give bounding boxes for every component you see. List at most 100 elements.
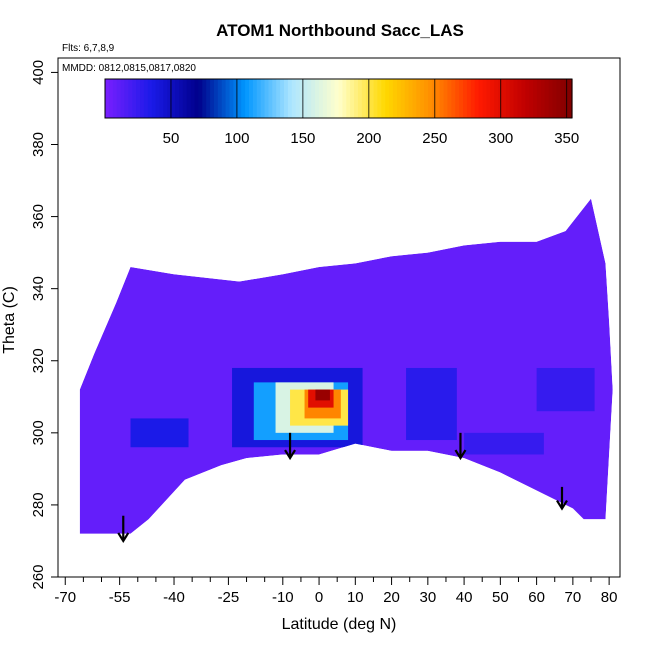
colorbar-frame	[104, 78, 573, 119]
colorbar-swatch	[369, 79, 375, 118]
colorbar-swatch	[221, 79, 227, 118]
colorbar-swatch	[338, 79, 343, 118]
colorbar-swatch	[463, 79, 468, 118]
colorbar-swatch	[517, 79, 523, 118]
x-tick-label: -25	[218, 589, 240, 606]
colorbar-swatch	[136, 79, 141, 118]
colorbar-swatch	[424, 79, 429, 118]
colorbar-swatch	[548, 79, 554, 118]
colorbar-swatch	[319, 79, 324, 118]
colorbar-swatch	[272, 79, 277, 118]
colorbar-swatch	[443, 79, 449, 118]
flights-note: Flts: 6,7,8,9	[62, 43, 115, 54]
colorbar-swatch	[256, 79, 262, 118]
colorbar-swatch	[299, 79, 305, 118]
colorbar-swatch	[264, 79, 270, 118]
colorbar-swatch	[147, 79, 153, 118]
colorbar-swatch	[455, 79, 460, 118]
data-clip-group	[79, 198, 613, 534]
colorbar-swatch	[540, 79, 546, 118]
colorbar-swatch	[287, 79, 293, 118]
x-tick-label: -55	[109, 589, 131, 606]
colorbar-swatch	[361, 79, 367, 118]
colorbar-tick-label: 200	[356, 130, 381, 147]
colorbar-swatch	[307, 79, 312, 118]
colorbar-tick-label: 50	[163, 130, 180, 147]
colorbar-swatch	[505, 79, 511, 118]
colorbar-swatch	[163, 79, 168, 118]
colorbar-swatch	[556, 79, 561, 118]
colorbar-swatch	[536, 79, 542, 118]
colorbar-swatch	[521, 79, 526, 118]
colorbar-swatch	[315, 79, 320, 118]
colorbar-swatch	[171, 79, 176, 118]
colorbar-swatch	[105, 79, 110, 118]
colorbar-swatch	[373, 79, 379, 118]
x-tick-label: 10	[347, 589, 364, 606]
colorbar-swatch	[210, 79, 215, 118]
colorbar-swatch	[190, 79, 196, 118]
colorbar-swatch	[268, 79, 273, 118]
colorbar-swatch	[206, 79, 211, 118]
colorbar-swatch	[229, 79, 235, 118]
colorbar-swatch	[365, 79, 371, 118]
colorbar-swatch	[202, 79, 207, 118]
colorbar-swatch	[330, 79, 336, 118]
arrow-head	[117, 532, 130, 544]
colorbar-swatch	[326, 79, 332, 118]
colorbar-swatch	[381, 79, 386, 118]
colorbar-swatch	[478, 79, 484, 118]
colorbar-swatch	[225, 79, 231, 118]
x-tick-label: 60	[528, 589, 545, 606]
colorbar-swatch	[128, 79, 133, 118]
dates-note: MMDD: 0812,0815,0817,0820	[62, 63, 196, 74]
colorbar-swatch	[159, 79, 164, 118]
colorbar-swatch	[447, 79, 452, 118]
x-tick-label: -70	[54, 589, 76, 606]
colorbar-tick-label: 250	[422, 130, 447, 147]
colorbar-swatch	[245, 79, 250, 118]
colorbar-swatch	[182, 79, 188, 118]
colorbar-swatch	[357, 79, 363, 118]
colorbar-swatch	[311, 79, 316, 118]
colorbar-swatch	[124, 79, 129, 118]
colorbar-swatch	[291, 79, 297, 118]
colorbar-swatch	[186, 79, 192, 118]
colorbar-swatch	[120, 79, 126, 118]
colorbar-swatch	[213, 79, 219, 118]
heat-cell-2	[406, 367, 457, 441]
colorbar-swatch	[248, 79, 254, 118]
colorbar-swatch	[396, 79, 402, 118]
colorbar-swatch	[509, 79, 515, 118]
colorbar-swatch	[167, 79, 172, 118]
colorbar-swatch	[346, 79, 351, 118]
colorbar-swatch	[498, 79, 503, 118]
colorbar-swatch	[400, 79, 406, 118]
colorbar-swatch	[198, 79, 203, 118]
colorbar-swatch	[342, 79, 347, 118]
colorbar-swatch	[416, 79, 421, 118]
y-tick-label: 300	[30, 420, 47, 445]
colorbar-swatch	[140, 79, 145, 118]
plot-frame	[57, 57, 621, 578]
heat-cell-3	[464, 432, 544, 455]
y-tick-label: 340	[30, 276, 47, 301]
y-tick-label: 260	[30, 564, 47, 589]
colorbar-swatch	[470, 79, 476, 118]
colorbar-swatch	[354, 79, 359, 118]
colorbar-tick-label: 350	[554, 130, 579, 147]
colorbar: 50 100 150 200 250 300 350	[104, 78, 579, 147]
colorbar-swatch	[439, 79, 445, 118]
x-tick-label: 50	[492, 589, 509, 606]
colorbar-swatch	[428, 79, 433, 118]
colorbar-swatch	[132, 79, 137, 118]
colorbar-swatch	[334, 79, 340, 118]
colorbar-swatch	[389, 79, 394, 118]
colorbar-swatch	[560, 79, 565, 118]
x-tick-label: 70	[565, 589, 582, 606]
x-tick-label: 20	[383, 589, 400, 606]
colorbar-swatch	[284, 79, 289, 118]
x-tick-label: 80	[601, 589, 618, 606]
colorbar-swatch	[525, 79, 530, 118]
colorbar-swatch	[435, 79, 441, 118]
